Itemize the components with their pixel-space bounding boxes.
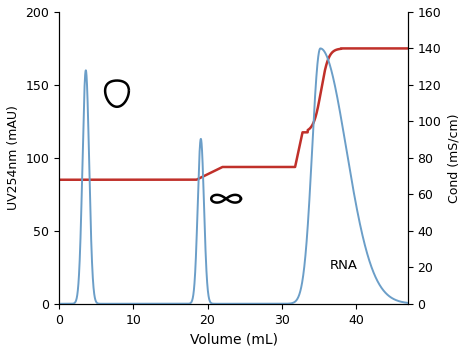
X-axis label: Volume (mL): Volume (mL)	[190, 332, 277, 346]
Text: RNA: RNA	[330, 259, 358, 272]
Y-axis label: Cond (mS/cm): Cond (mS/cm)	[447, 113, 460, 203]
Y-axis label: UV254nm (mAU): UV254nm (mAU)	[7, 106, 20, 210]
